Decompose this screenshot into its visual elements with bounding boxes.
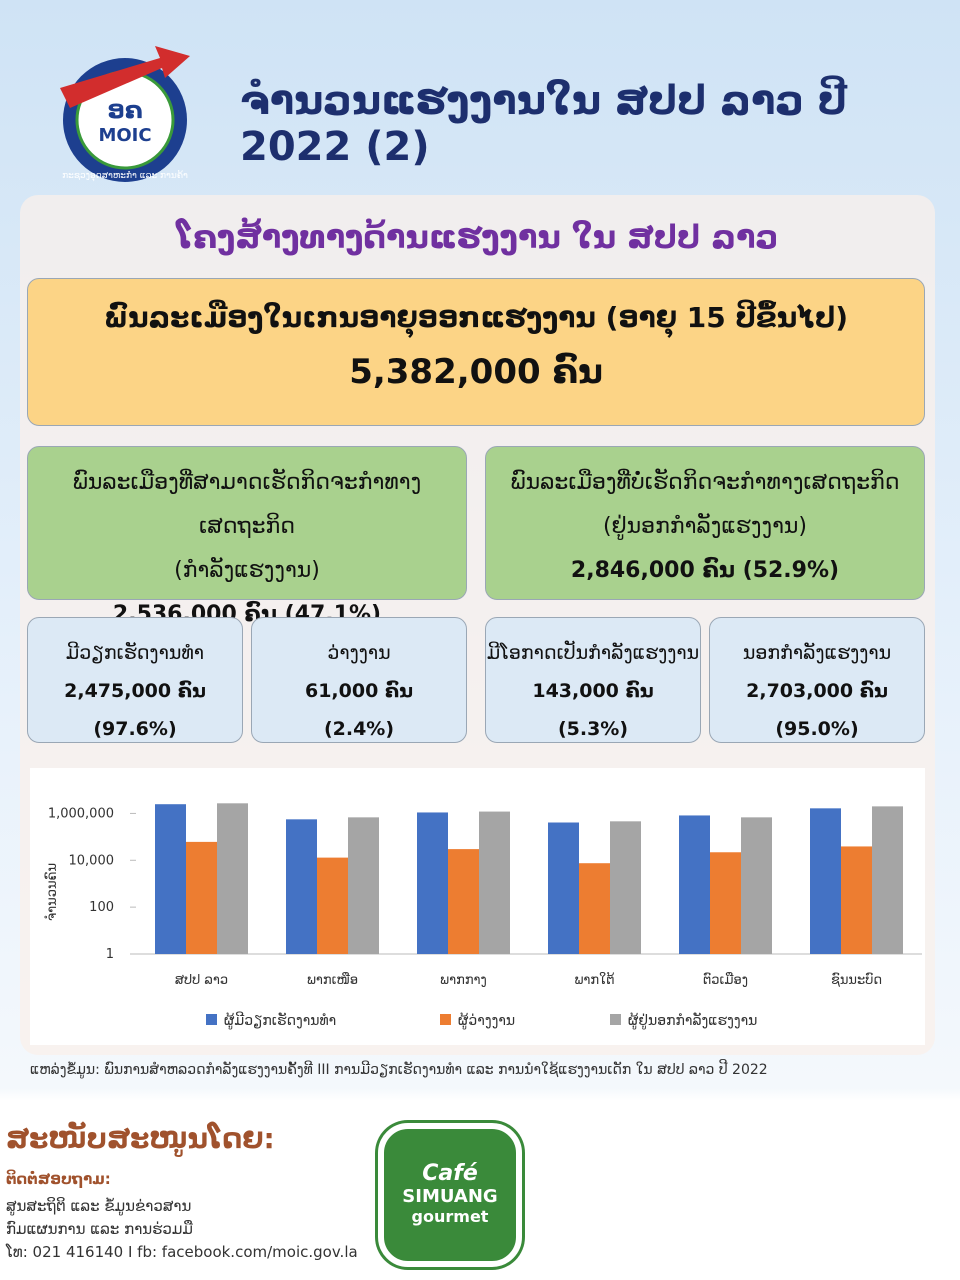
bar: [810, 808, 841, 954]
group-value: 2,846,000 ຄົນ (52.9%): [570, 558, 840, 583]
total-box: ພົນລະເມືອງໃນເກນອາຍຸອອກແຮງງານ (ອາຍຸ 15 ປີ…: [27, 278, 925, 426]
item-label: ມີວຽກເຮັດງານທຳ: [65, 642, 205, 664]
contact-label: ຕິດຕໍ່ສອບຖາມ:: [6, 1170, 111, 1188]
legend-label: ຜູ້ວ່າງງານ: [458, 1012, 515, 1029]
item-label: ນອກກຳລັງແຮງງານ: [742, 642, 892, 664]
section-title: ໂຄງສ້າງທາງດ້ານແຮງງານ ໃນ ສປປ ລາວ: [176, 218, 779, 256]
bar: [610, 821, 641, 954]
logo-mark: ອຄ: [107, 96, 142, 124]
bar: [741, 817, 772, 954]
bar: [548, 822, 579, 954]
y-axis-label: ຈຳນວນຄົນ: [45, 863, 60, 921]
item-value: 61,000 ຄົນ: [304, 680, 414, 702]
chart-area: 1 100 10,000 1,000,000 ຈຳນວນຄົນສປປ ລາວ ພາກເໜື…: [30, 768, 925, 1045]
group-label: ພົນລະເມືອງທີ່ສາມາດເຮັດກິດຈະກຳທາງເສດຖະກິດ: [72, 470, 422, 539]
bar: [348, 817, 379, 954]
contact-line: ກົມແຜນການ ແລະ ການຮ່ວມມື: [6, 1220, 193, 1238]
logo-graphic: ອຄ MOIC ກະຊວງອຸດສາຫະກຳ ແລະ ການຄ້າ: [60, 46, 190, 182]
bar: [841, 846, 872, 954]
bar: [317, 857, 348, 954]
item-share: (95.0%): [775, 718, 859, 740]
bar: [448, 849, 479, 954]
bar: [579, 863, 610, 954]
bar: [286, 819, 317, 954]
y-tick-label: 100: [89, 900, 114, 915]
sponsor-bottom: gourmet: [411, 1207, 489, 1226]
item-value: 2,703,000 ຄົນ: [746, 680, 888, 702]
logo-ministry: ກະຊວງອຸດສາຫະກຳ ແລະ ການຄ້າ: [62, 170, 188, 182]
legend-swatch: [440, 1014, 451, 1025]
title: ຈຳນວນແຮງງານໃນ ສປປ ລາວ ປີ 2022 (2): [240, 78, 847, 170]
item-label: ມີໂອກາດເປັນກຳລັງແຮງງານ: [486, 642, 700, 664]
x-tick-label: ພາກເໜືອ: [307, 972, 358, 988]
source: ແຫລ່ງຂໍ້ມູນ: ພົນການສຳຫລວດກຳລັງແຮງງານຄັ້ງ…: [30, 1062, 768, 1078]
sponsor-middle: SIMUANG: [402, 1186, 498, 1207]
item-label: ວ່າງງານ: [327, 642, 391, 664]
logo-abbr: MOIC: [98, 125, 151, 146]
x-tick-label: ພາກໃຕ້: [574, 972, 614, 988]
contact-lines: ສູນສະຖິຕິ ແລະ ຂໍ້ມູນຂ່າວສານ ກົມແຜນການ ແລ…: [6, 1195, 358, 1264]
group-sub: (ກຳລັງແຮງງານ): [174, 558, 320, 583]
contact-line: ສູນສະຖິຕິ ແລະ ຂໍ້ມູນຂ່າວສານ: [6, 1197, 192, 1215]
support-label: ສະໜັບສະໜູນໂດຍ:: [6, 1122, 275, 1155]
bar: [872, 806, 903, 954]
bar: [710, 852, 741, 954]
legend-label: ຜູ້ຢູ່ນອກກຳລັງແຮງງານ: [628, 1012, 757, 1029]
y-tick-label: 1,000,000: [48, 806, 114, 821]
item-share: (97.6%): [93, 718, 177, 740]
x-tick-label: ຊົນນະບົດ: [831, 973, 882, 988]
item-value: 2,475,000 ຄົນ: [64, 680, 206, 702]
bar: [186, 841, 217, 954]
total-value: 5,382,000 ຄົນ: [349, 352, 603, 392]
item-box: ມີໂອກາດເປັນກຳລັງແຮງງານ 143,000 ຄົນ (5.3%): [485, 617, 701, 743]
item-value: 143,000 ຄົນ: [532, 680, 654, 702]
item-box: ນອກກຳລັງແຮງງານ 2,703,000 ຄົນ (95.0%): [709, 617, 925, 743]
bar: [155, 804, 186, 954]
item-box: ວ່າງງານ 61,000 ຄົນ (2.4%): [251, 617, 467, 743]
bar: [479, 811, 510, 954]
group-box: ພົນລະເມືອງທີ່ບໍ່ເຮັດກິດຈະກຳທາງເສດຖະກິດ (ຢ…: [485, 446, 925, 600]
x-tick-label: ພາກກາງ: [440, 973, 487, 988]
item-box: ມີວຽກເຮັດງານທຳ 2,475,000 ຄົນ (97.6%): [27, 617, 243, 743]
contact-line: ໂທ: 021 416140 I fb: facebook.com/moic.g…: [6, 1243, 358, 1261]
legend-swatch: [610, 1014, 621, 1025]
bar: [679, 815, 710, 954]
bar: [417, 812, 448, 954]
group-label: ພົນລະເມືອງທີ່ບໍ່ເຮັດກິດຈະກຳທາງເສດຖະກິດ: [510, 470, 900, 495]
y-tick-label: 10,000: [69, 853, 115, 868]
sponsor-logo: Café SIMUANG gourmet: [378, 1123, 522, 1267]
legend-label: ຜູ້ມີວຽກເຮັດງານທຳ: [224, 1011, 336, 1029]
group-box: ພົນລະເມືອງທີ່ສາມາດເຮັດກິດຈະກຳທາງເສດຖະກິດ…: [27, 446, 467, 627]
x-tick-label: ສປປ ລາວ: [175, 973, 228, 988]
item-share: (5.3%): [557, 718, 629, 740]
x-tick-label: ຕົວເມືອງ: [703, 972, 748, 988]
moic-logo: ອຄ MOIC ກະຊວງອຸດສາຫະກຳ ແລະ ການຄ້າ: [40, 38, 210, 188]
group-sub: (ຢູ່ນອກກຳລັງແຮງງານ): [602, 514, 808, 539]
item-share: (2.4%): [323, 718, 395, 740]
y-tick-label: 1: [106, 947, 114, 962]
legend-swatch: [206, 1014, 217, 1025]
bar: [217, 803, 248, 954]
sponsor-top: Café: [422, 1161, 478, 1186]
total-label: ພົນລະເມືອງໃນເກນອາຍຸອອກແຮງງານ (ອາຍຸ 15 ປີ…: [103, 301, 849, 334]
